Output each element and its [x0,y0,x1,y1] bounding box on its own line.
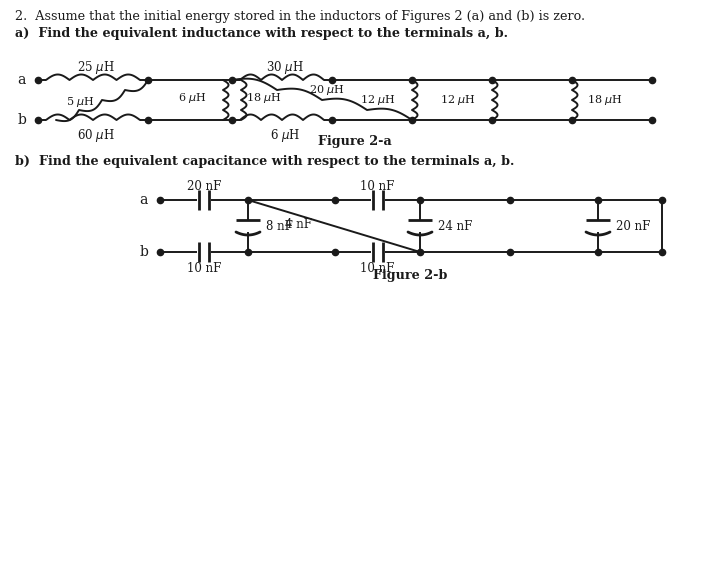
Text: 5 $\mu$H: 5 $\mu$H [66,95,94,109]
Text: 6 $\mu$H: 6 $\mu$H [179,91,207,105]
Text: 20 nF: 20 nF [616,219,650,233]
Text: 4 nF: 4 nF [285,218,312,230]
Text: 6 $\mu$H: 6 $\mu$H [270,128,300,145]
Text: 10 nF: 10 nF [186,262,221,275]
Text: 8 nF: 8 nF [266,219,293,233]
Text: 2.  Assume that the initial energy stored in the inductors of Figures 2 (a) and : 2. Assume that the initial energy stored… [15,10,585,23]
Text: 24 nF: 24 nF [438,219,472,233]
Text: 30 $\mu$H: 30 $\mu$H [266,59,304,75]
Text: 12 $\mu$H: 12 $\mu$H [360,93,396,107]
Text: 20 nF: 20 nF [186,180,221,193]
Text: 25 $\mu$H: 25 $\mu$H [77,59,115,75]
Text: 12 $\mu$H: 12 $\mu$H [440,93,476,107]
Text: 10 nF: 10 nF [360,262,395,275]
Text: Figure 2-a: Figure 2-a [318,136,392,149]
Text: 18 $\mu$H: 18 $\mu$H [246,91,282,105]
Text: b: b [17,113,26,127]
Text: b: b [139,245,148,259]
Text: 10 nF: 10 nF [360,180,395,193]
Text: 20 $\mu$H: 20 $\mu$H [309,83,345,97]
Text: 60 $\mu$H: 60 $\mu$H [77,128,115,145]
Text: Figure 2-b: Figure 2-b [373,268,447,282]
Text: a)  Find the equivalent inductance with respect to the terminals a, b.: a) Find the equivalent inductance with r… [15,27,508,40]
Text: 18 $\mu$H: 18 $\mu$H [587,93,623,107]
Text: a: a [17,73,26,87]
Text: b)  Find the equivalent capacitance with respect to the terminals a, b.: b) Find the equivalent capacitance with … [15,155,514,168]
Text: a: a [140,193,148,207]
